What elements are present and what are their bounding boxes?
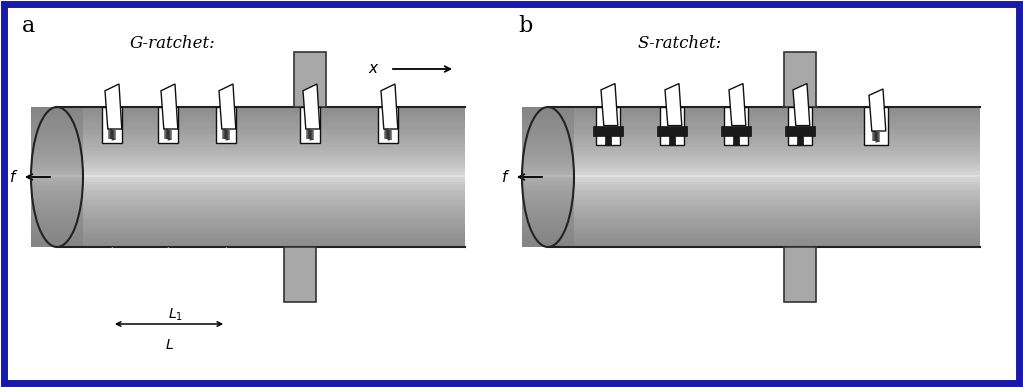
Polygon shape [105,84,122,129]
Polygon shape [869,89,886,131]
Bar [724,107,748,145]
Bar [294,52,326,107]
Bar [733,135,739,145]
Text: $x$: $x$ [368,62,380,76]
Bar [596,107,620,145]
Bar [669,135,675,145]
Bar [158,107,178,143]
Polygon shape [601,84,618,125]
Bar [216,107,236,143]
Bar [721,125,751,135]
Bar [864,107,888,145]
Bar [379,107,398,143]
Bar [784,247,816,302]
Polygon shape [793,84,810,125]
Bar [605,135,611,145]
Bar [284,247,316,302]
Text: $f$: $f$ [9,169,18,185]
Bar [657,125,687,135]
Polygon shape [219,84,235,129]
Bar [660,107,684,145]
Text: S-ratchet:: S-ratchet: [638,35,722,52]
Text: $f$: $f$ [501,169,510,185]
Text: G-ratchet:: G-ratchet: [130,35,216,52]
Text: a: a [23,15,35,37]
Text: $L_1$: $L_1$ [168,307,183,324]
Polygon shape [665,84,681,125]
Text: $L$: $L$ [165,338,174,352]
Bar [102,107,122,143]
Bar [593,125,623,135]
Bar [785,125,815,135]
Bar [784,52,816,107]
Polygon shape [729,84,746,125]
Bar [797,135,803,145]
Polygon shape [161,84,178,129]
Text: b: b [518,15,532,37]
Bar [788,107,812,145]
Bar [300,107,320,143]
Polygon shape [303,84,320,129]
Polygon shape [381,84,398,129]
